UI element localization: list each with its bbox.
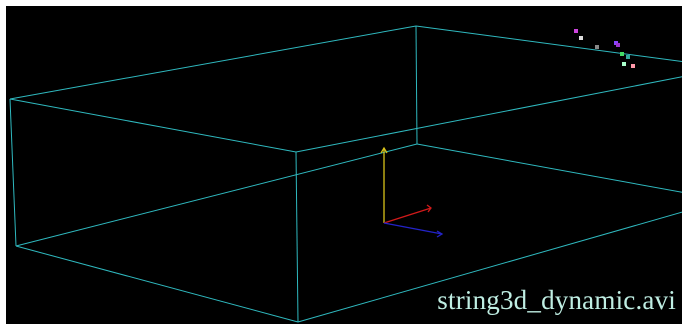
box-edge [295,151,299,323]
box-edge [9,98,17,247]
3d-scene-viewport [9,25,682,323]
particle [620,52,624,56]
particle [574,29,578,33]
axis-x [383,207,432,224]
box-edge [295,76,682,153]
particle [622,62,626,66]
axis-z [383,222,443,235]
axis-x-arrowhead [426,204,432,213]
axis-y-arrowhead [380,146,388,154]
box-edge [9,25,417,100]
particle [626,55,630,59]
box-edge [415,25,682,62]
particle [595,45,599,49]
video-frame: string3d_dynamic.avi [6,6,682,324]
particle [631,64,635,68]
box-edge [9,98,297,153]
video-filename: string3d_dynamic.avi [437,285,676,315]
particle-cluster [574,29,635,68]
box-edge [15,245,299,323]
box-edge [15,143,418,247]
coordinate-axes [380,146,444,238]
particle [616,43,620,47]
axis-z-arrowhead [436,230,444,238]
box-edge [416,143,682,193]
bounding-box [9,25,682,323]
box-edge [415,25,418,145]
box-edge [297,211,682,323]
particle [579,36,583,40]
